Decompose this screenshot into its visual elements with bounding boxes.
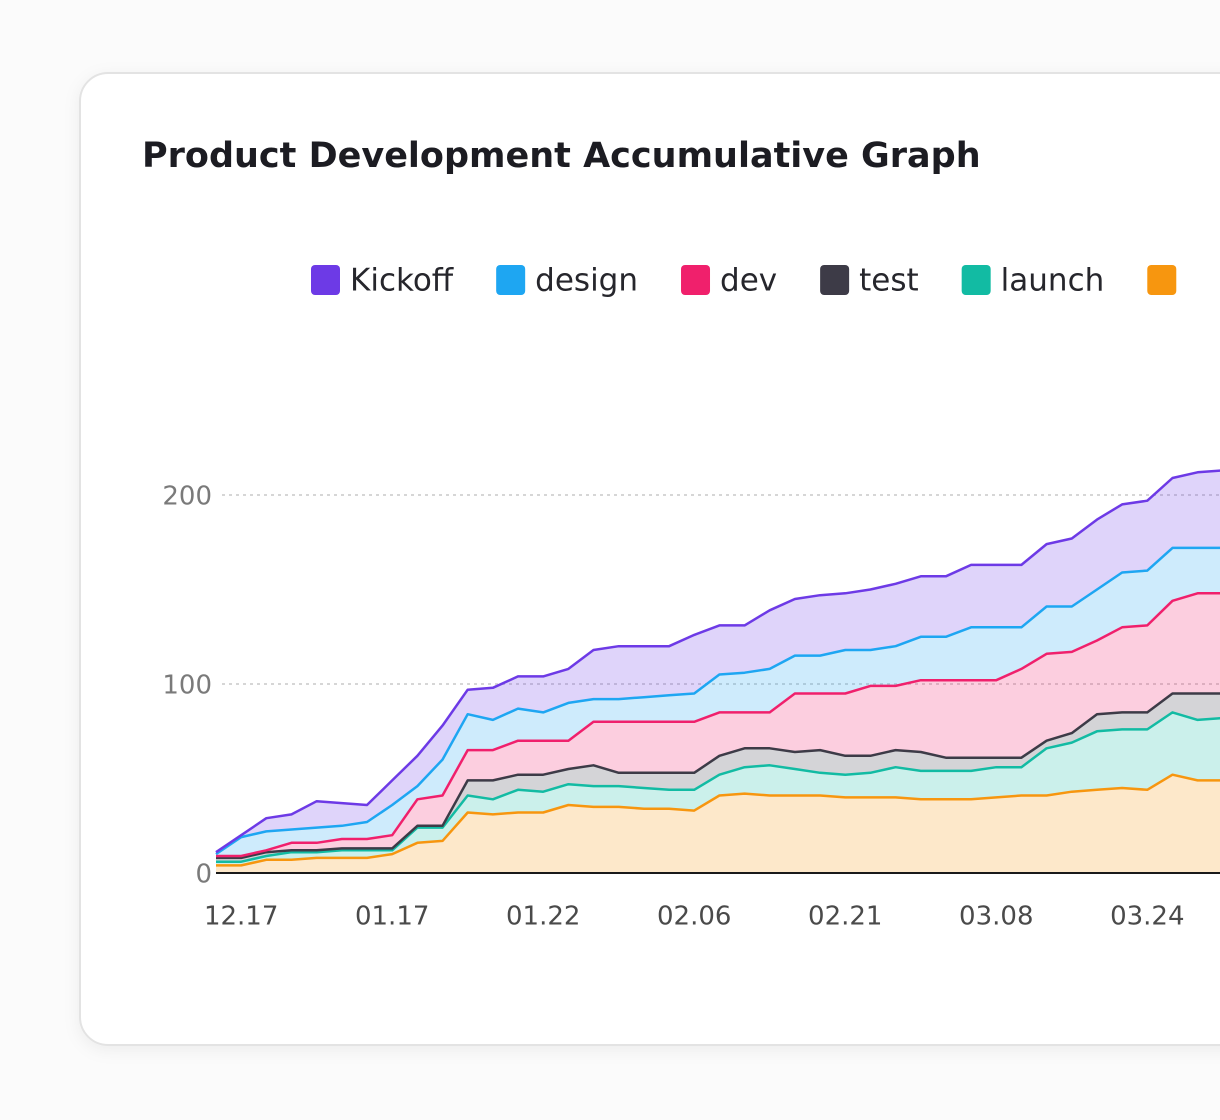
card	[79, 72, 1220, 1046]
legend-label: design	[535, 263, 638, 299]
y-tick-label: 0	[195, 860, 212, 890]
legend-swatch	[311, 265, 340, 295]
y-tick-label: 100	[162, 671, 212, 701]
area-fill	[216, 774, 1220, 873]
legend-label: dev	[720, 263, 777, 299]
legend-swatch	[961, 265, 991, 295]
legend-swatch	[820, 265, 850, 295]
legend-swatch	[681, 265, 711, 295]
series-line	[216, 711, 1220, 863]
area-fill	[216, 712, 1220, 866]
x-tick-label: 02.21	[808, 902, 882, 932]
x-tick-label: 01.22	[506, 902, 580, 932]
series-line	[216, 692, 1220, 860]
series-line	[215, 546, 1220, 856]
legend-label: launch	[1001, 263, 1105, 299]
x-tick-label: 03.08	[959, 902, 1033, 932]
chart-title: Product Development Accumulative Graph	[142, 136, 981, 176]
area-fill	[216, 547, 1220, 856]
x-tick-label: 03.24	[1110, 902, 1184, 932]
legend-swatch	[1147, 265, 1177, 295]
y-tick-label: 200	[162, 482, 212, 512]
legend-label: test	[859, 263, 919, 299]
legend-swatch	[496, 265, 526, 295]
x-tick-label: 02.06	[657, 902, 731, 932]
legend-label: Kickoff	[350, 263, 454, 299]
series-line	[215, 469, 1220, 854]
series-line	[216, 592, 1220, 858]
area-fill	[216, 593, 1220, 858]
series-line	[216, 773, 1220, 867]
x-tick-label: 01.17	[355, 902, 429, 932]
x-tick-label: 12.17	[204, 902, 278, 932]
